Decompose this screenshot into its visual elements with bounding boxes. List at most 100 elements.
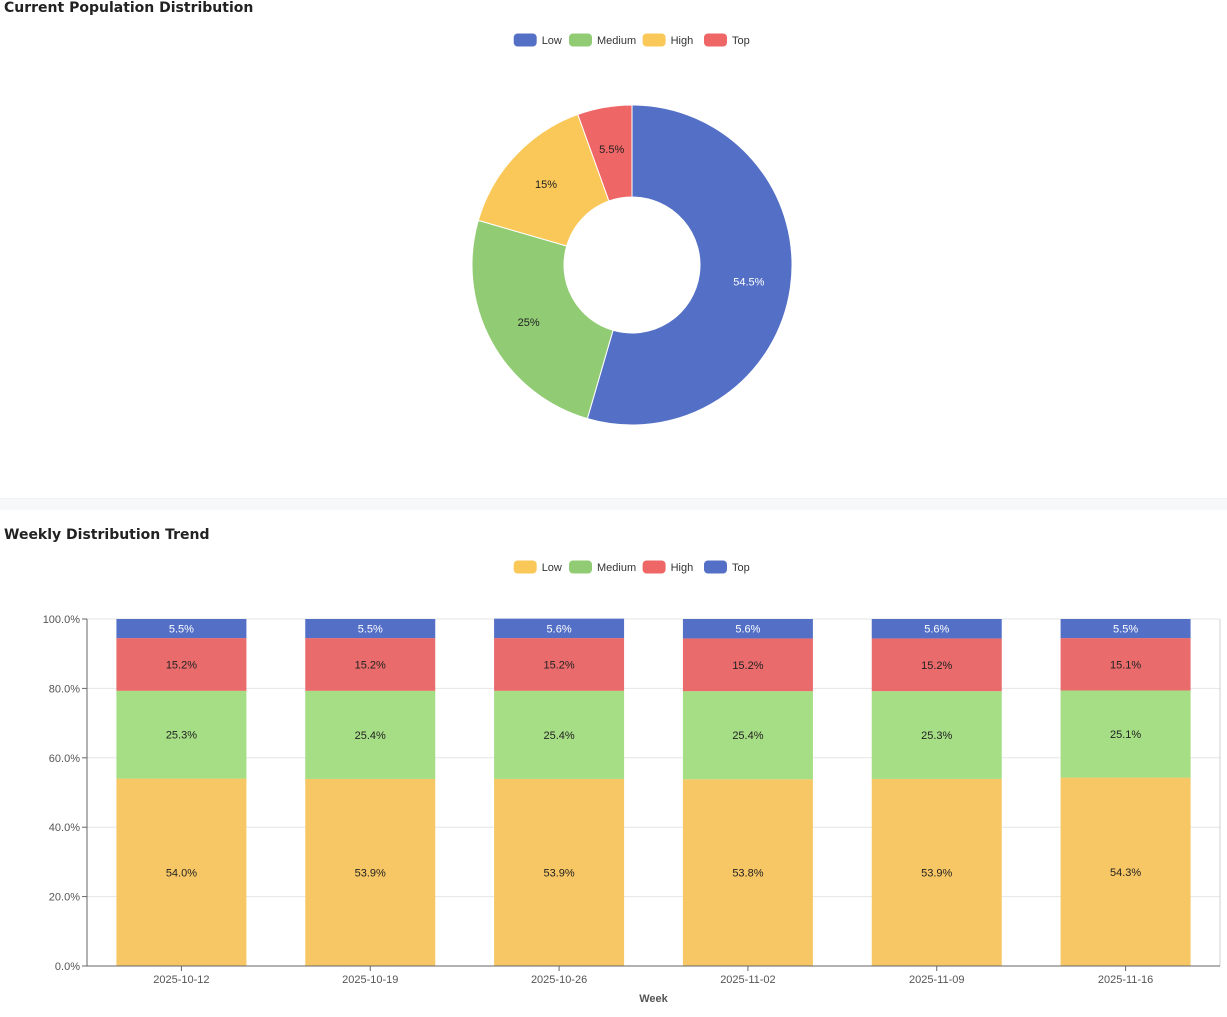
bar-label-top-2025-10-26: 5.6% (547, 623, 572, 635)
bar-label-medium-2025-10-12: 25.3% (166, 730, 197, 742)
bar-segment-medium-2025-10-12[interactable] (116, 690, 247, 779)
bar-label-low-2025-11-09: 53.9% (921, 867, 952, 879)
pie-chart-panel: Current Population Distribution Low Mediu… (0, 0, 1227, 498)
bar-segment-top-2025-10-26[interactable] (494, 618, 625, 639)
bar-label-high-2025-10-12: 15.2% (166, 659, 197, 671)
pie-legend-item-low[interactable]: Low (513, 33, 562, 48)
bar-label-top-2025-11-02: 5.6% (735, 624, 760, 636)
pie-slice-high[interactable] (477, 113, 610, 247)
pie-legend-item-medium[interactable]: Medium (569, 33, 636, 48)
pie-legend[interactable]: Low Medium High Top (513, 33, 750, 48)
x-tick-label: 2025-10-12 (153, 974, 209, 986)
bar-legend-swatch-medium (569, 560, 592, 574)
bar-segment-top-2025-11-16[interactable] (1060, 619, 1191, 639)
pie-slice-medium[interactable] (471, 219, 614, 420)
bar-label-top-2025-11-16: 5.5% (1113, 624, 1138, 636)
bar-label-low-2025-10-26: 53.9% (543, 867, 574, 879)
bar-label-low-2025-10-19: 53.9% (355, 867, 386, 879)
bar-segment-medium-2025-11-02[interactable] (682, 691, 813, 780)
bar-label-top-2025-10-12: 5.5% (169, 624, 194, 636)
pie-slice-top[interactable] (577, 104, 633, 202)
x-axis-title: Week (639, 993, 668, 1005)
panel-divider (0, 498, 1227, 510)
pie-legend-swatch-low (513, 33, 537, 47)
pie-legend-label-medium: Medium (597, 35, 636, 47)
bar-legend-label-high: High (671, 562, 694, 574)
bar-label-high-2025-11-16: 15.1% (1110, 659, 1141, 671)
bar-chart-title: Weekly Distribution Trend (4, 527, 210, 543)
bar-segment-high-2025-11-09[interactable] (871, 638, 1002, 692)
bar-segment-high-2025-10-19[interactable] (305, 638, 436, 691)
bar-legend-swatch-low (513, 560, 537, 574)
bar-label-low-2025-11-16: 54.3% (1110, 867, 1141, 879)
y-tick-label: 100.0% (43, 614, 81, 626)
bar-segment-high-2025-11-16[interactable] (1060, 638, 1191, 691)
y-tick-label: 40.0% (49, 822, 80, 834)
y-tick-label: 60.0% (49, 753, 80, 765)
bar-legend[interactable]: Low Medium High Top (513, 560, 750, 575)
bar-legend-label-top: Top (732, 562, 750, 574)
x-tick-label: 2025-11-09 (909, 974, 964, 986)
bar-segment-high-2025-10-26[interactable] (494, 638, 625, 691)
stacked-bar-chart: Low Medium High Top 0.0% 20.0% 40.0% 60.0% 80.0%… (43, 560, 1221, 1005)
bar-label-medium-2025-11-09: 25.3% (921, 730, 952, 742)
bar-label-high-2025-11-09: 15.2% (921, 660, 952, 672)
bar-chart-panel: Weekly Distribution Trend Low Medium High T… (0, 510, 1227, 1012)
bar-label-high-2025-11-02: 15.2% (732, 660, 763, 672)
bar-segment-medium-2025-10-26[interactable] (494, 690, 625, 779)
pie-chart: Low Medium High Top 54.5% 25% 15% 5.5% (471, 33, 793, 426)
bar-segment-low-2025-11-02[interactable] (682, 779, 813, 966)
bar-gridlines (87, 618, 1220, 967)
pie-legend-label-high: High (671, 35, 694, 47)
pie-legend-item-high[interactable]: High (642, 33, 694, 48)
bar-segment-top-2025-11-02[interactable] (682, 619, 813, 639)
bar-label-medium-2025-10-26: 25.4% (543, 730, 574, 742)
x-tick-label: 2025-11-16 (1098, 974, 1153, 986)
pie-chart-title: Current Population Distribution (4, 0, 254, 16)
bar-segment-medium-2025-11-09[interactable] (871, 691, 1002, 779)
bar-segment-medium-2025-11-16[interactable] (1060, 690, 1191, 778)
y-tick-label: 0.0% (55, 961, 80, 973)
x-tick-label: 2025-10-26 (531, 974, 587, 986)
bar-legend-label-low: Low (542, 562, 562, 574)
bar-segment-low-2025-10-12[interactable] (116, 778, 247, 966)
pie-legend-swatch-top (704, 33, 727, 47)
bar-segment-low-2025-10-26[interactable] (494, 778, 625, 966)
bar-label-medium-2025-10-19: 25.4% (355, 730, 386, 742)
bar-legend-item-top[interactable]: Top (704, 560, 750, 575)
bar-legend-item-medium[interactable]: Medium (569, 560, 636, 575)
bar-label-top-2025-10-19: 5.5% (358, 624, 383, 636)
bar-segment-top-2025-10-19[interactable] (305, 619, 436, 639)
bar-segment-medium-2025-10-19[interactable] (305, 690, 436, 779)
pie-slice-label-high: 15% (535, 179, 557, 191)
bar-label-high-2025-10-19: 15.2% (355, 659, 386, 671)
bar-label-medium-2025-11-02: 25.4% (732, 730, 763, 742)
pie-legend-swatch-medium (569, 33, 592, 47)
bar-legend-item-high[interactable]: High (642, 560, 694, 575)
bar-label-low-2025-11-02: 53.8% (732, 868, 763, 880)
bar-label-low-2025-10-12: 54.0% (166, 867, 197, 879)
bar-segment-top-2025-10-12[interactable] (116, 619, 247, 639)
bar-legend-label-medium: Medium (597, 562, 636, 574)
bar-segment-low-2025-10-19[interactable] (305, 778, 436, 966)
pie-slice-label-low: 54.5% (733, 277, 764, 289)
pie-legend-label-top: Top (732, 35, 750, 47)
y-tick-label: 20.0% (49, 892, 80, 904)
bar-label-high-2025-10-26: 15.2% (543, 659, 574, 671)
bar-legend-swatch-high (642, 560, 666, 574)
bar-label-top-2025-11-09: 5.6% (924, 624, 949, 636)
pie-legend-label-low: Low (542, 35, 562, 47)
pie-slice-label-medium: 25% (518, 317, 540, 329)
bar-segment-high-2025-11-02[interactable] (682, 638, 813, 692)
bar-segment-low-2025-11-09[interactable] (871, 778, 1002, 966)
bar-legend-swatch-top (704, 560, 727, 574)
x-tick-label: 2025-11-02 (720, 974, 775, 986)
y-tick-label: 80.0% (49, 683, 80, 695)
bar-segment-top-2025-11-09[interactable] (871, 619, 1002, 639)
bar-segment-high-2025-10-12[interactable] (116, 638, 247, 691)
pie-legend-item-top[interactable]: Top (704, 33, 750, 48)
bar-segment-low-2025-11-16[interactable] (1060, 777, 1191, 966)
bar-legend-item-low[interactable]: Low (513, 560, 562, 575)
pie-slice-low[interactable] (586, 104, 793, 426)
pie-legend-swatch-high (642, 33, 666, 47)
